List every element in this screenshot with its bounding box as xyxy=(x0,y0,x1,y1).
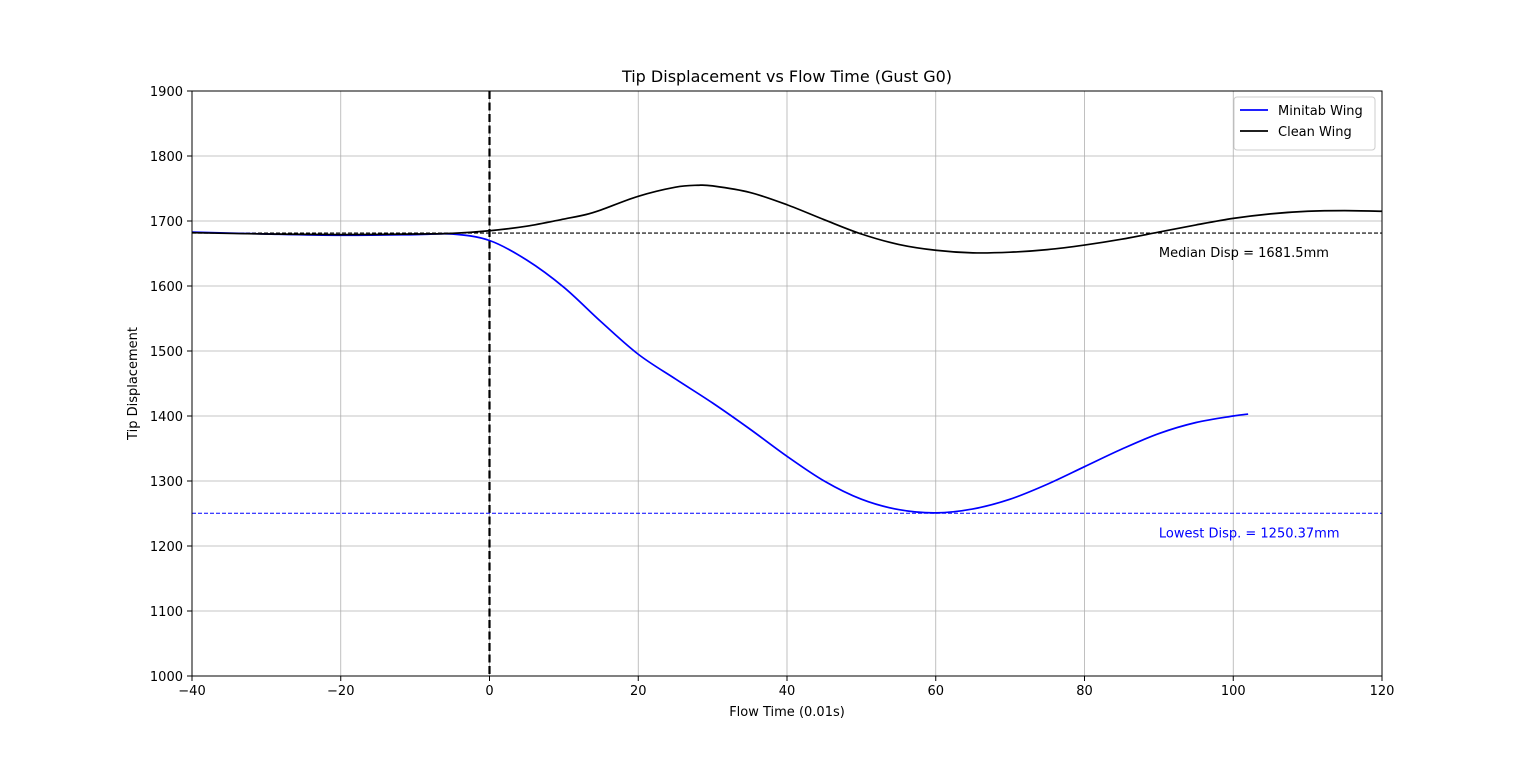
x-tick-label: 60 xyxy=(927,684,944,699)
y-tick-label: 1600 xyxy=(150,280,183,295)
y-tick-label: 1700 xyxy=(150,215,183,230)
x-tick-label: −20 xyxy=(327,684,354,699)
legend-box xyxy=(1233,96,1376,151)
y-tick-label: 1100 xyxy=(150,605,183,620)
reference-line-annotation: Median Disp = 1681.5mm xyxy=(1159,246,1329,261)
series-line-1 xyxy=(191,184,1383,254)
x-tick-label: 40 xyxy=(779,684,796,699)
y-tick-label: 1400 xyxy=(150,410,183,425)
x-tick-label: 80 xyxy=(1076,684,1093,699)
reference-lines xyxy=(192,91,1382,676)
x-axis-label: Flow Time (0.01s) xyxy=(729,705,845,720)
reference-line-annotation: Lowest Disp. = 1250.37mm xyxy=(1159,526,1340,541)
y-tick-label: 1900 xyxy=(150,85,183,100)
y-tick-label: 1000 xyxy=(150,670,183,685)
chart-title: Tip Displacement vs Flow Time (Gust G0) xyxy=(621,67,952,86)
legend: Minitab Wing Clean Wing xyxy=(1233,96,1376,151)
x-tick-label: 100 xyxy=(1221,684,1246,699)
x-tick-label: 0 xyxy=(485,684,493,699)
axis-ticks: −40 −20 0 20 40 60 80 100 120 1000 1100 1200 1300 140… xyxy=(150,85,1395,699)
y-tick-label: 1300 xyxy=(150,475,183,490)
legend-entry: Clean Wing xyxy=(1278,125,1352,140)
y-tick-label: 1800 xyxy=(150,150,183,165)
x-tick-label: −40 xyxy=(178,684,205,699)
x-tick-label: 120 xyxy=(1370,684,1395,699)
y-axis-label: Tip Displacement xyxy=(126,327,141,441)
x-tick-label: 20 xyxy=(630,684,647,699)
legend-entry: Minitab Wing xyxy=(1278,104,1363,119)
series-lines xyxy=(191,184,1383,514)
y-tick-label: 1200 xyxy=(150,540,183,555)
annotations: Median Disp = 1681.5mm Lowest Disp. = 125… xyxy=(1159,246,1340,541)
y-tick-label: 1500 xyxy=(150,345,183,360)
